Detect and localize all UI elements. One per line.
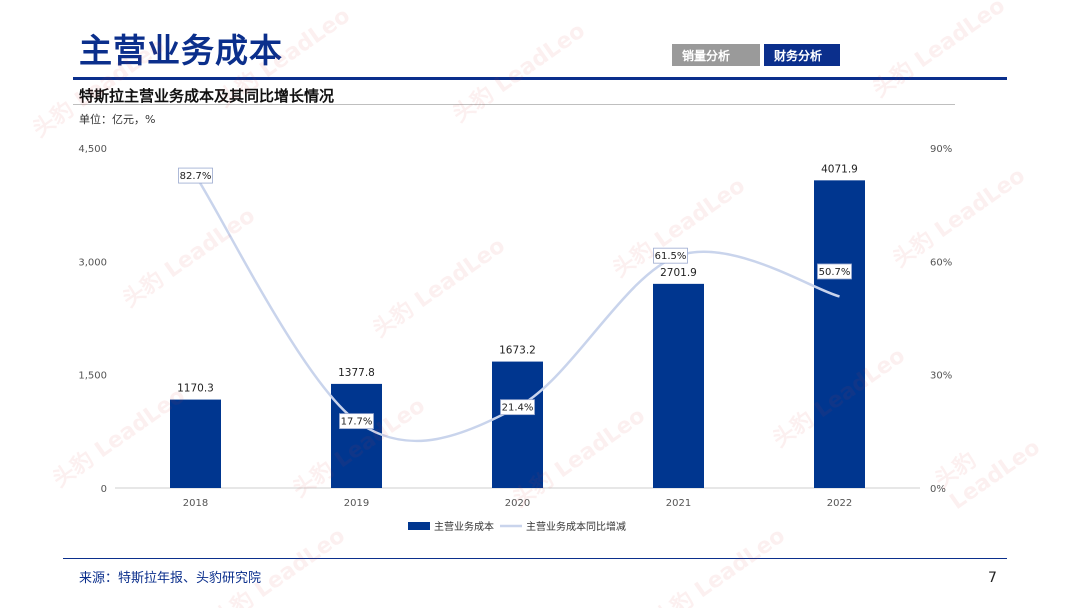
line-value-label: 50.7% (819, 267, 851, 278)
line-label-box (178, 167, 213, 184)
y-left-tick-label: 1,500 (78, 371, 107, 382)
legend-swatch-bar (408, 522, 430, 530)
y-left-tick-label: 0 (101, 484, 107, 495)
y-left-tick-label: 3,000 (78, 257, 107, 268)
cost-chart: 0 1,500 3,000 4,500 0% 30% 60% 90% 2018 2019 2020 2… (78, 144, 952, 533)
bar-layer (170, 180, 865, 488)
tab-bar: 销量分析 财务分析 (672, 44, 840, 66)
page-number: 7 (988, 570, 997, 586)
footer-divider (63, 558, 1007, 559)
page-title: 主营业务成本 (79, 31, 283, 70)
bar-value-label: 1170.3 (177, 383, 214, 395)
bar-value-label: 4071.9 (821, 163, 858, 175)
line-value-label: 17.7% (341, 417, 373, 428)
line-value-label: 21.4% (502, 403, 534, 414)
line-value-label: 82.7% (180, 171, 212, 182)
bar-value-label: 1377.8 (338, 367, 375, 379)
chart-subtitle: 特斯拉主营业务成本及其同比增长情况 (79, 87, 335, 105)
bar-value-label: 2701.9 (660, 267, 697, 279)
bar (331, 383, 382, 488)
y-right-tick-label: 60% (930, 257, 952, 268)
bar-value-label: 1673.2 (499, 345, 536, 357)
line-label-box (817, 263, 852, 280)
x-tick-label: 2020 (505, 498, 530, 509)
bar (814, 180, 865, 488)
bar (170, 399, 221, 488)
y-right-tick-label: 30% (930, 371, 952, 382)
y-left-tick-label: 4,500 (78, 144, 107, 155)
x-tick-label: 2021 (666, 498, 691, 509)
line-label-box (653, 247, 688, 264)
label-layer: 1170.3 1377.8 1673.2 2701.9 4071.9 82.7% 17.7%… (177, 163, 858, 430)
header-divider (73, 77, 1007, 80)
line-value-label: 61.5% (655, 251, 687, 262)
tab-financial-analysis[interactable]: 财务分析 (764, 44, 840, 66)
x-tick-label: 2018 (183, 498, 208, 509)
legend-label-line: 主营业务成本同比增减 (526, 520, 626, 533)
y-right-tick-label: 0% (930, 484, 946, 495)
source-note: 来源：特斯拉年报、头豹研究院 (79, 571, 262, 586)
tab-sales-analysis[interactable]: 销量分析 (672, 44, 760, 66)
legend-label-bar: 主营业务成本 (434, 520, 494, 533)
subtitle-divider (73, 104, 955, 105)
bar (492, 361, 543, 488)
axis-layer: 0 1,500 3,000 4,500 0% 30% 60% 90% 2018 2019 2020 2… (78, 144, 952, 509)
x-tick-label: 2019 (344, 498, 369, 509)
x-tick-label: 2022 (827, 498, 852, 509)
line-label-box (339, 413, 374, 430)
line-label-box (500, 399, 535, 416)
legend-layer: 主营业务成本 主营业务成本同比增减 (408, 520, 626, 533)
bar (653, 283, 704, 488)
unit-label: 单位：亿元，% (79, 113, 156, 126)
y-right-tick-label: 90% (930, 144, 952, 155)
